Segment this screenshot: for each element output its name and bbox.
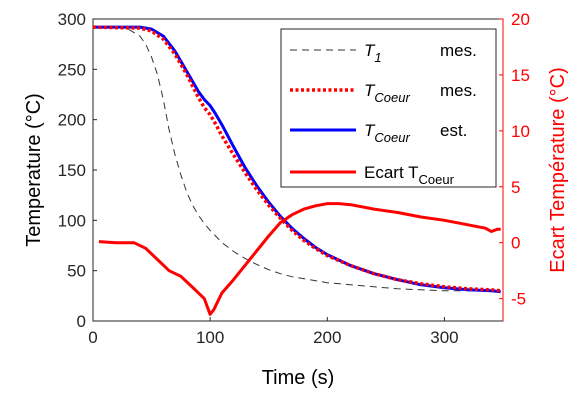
left-tick-label: 100 [58, 211, 86, 230]
left-tick-label: 250 [58, 60, 86, 79]
left-tick-label: 0 [77, 312, 86, 331]
legend-items: T1 mes.TCoeur mes.TCoeur est.Ecart TCoeur [290, 41, 477, 187]
legend-tail: est. [440, 121, 467, 140]
legend-sub: Coeur [374, 130, 410, 145]
series-line-1 [92, 25, 501, 293]
legend-main: T [364, 121, 376, 140]
left-axis-label: Temperature (°C) [23, 93, 45, 247]
series-layer [92, 25, 501, 316]
series-line-3 [98, 202, 501, 316]
legend-sub: Coeur [418, 172, 454, 187]
x-tick-label: 300 [430, 328, 458, 347]
right-tick-label: 10 [511, 122, 530, 141]
x-tick-label: 0 [88, 328, 97, 347]
legend-main: T [364, 41, 376, 60]
legend-main: T [364, 81, 376, 100]
right-tick-label: 5 [511, 178, 520, 197]
right-tick-label: 0 [511, 234, 520, 253]
legend-label: TCoeur [364, 121, 410, 145]
right-axis-ticks: -5 0 5 10 15 20 [499, 10, 530, 321]
x-axis-label: Time (s) [262, 367, 335, 389]
x-axis-ticks: 0 100 200 300 [88, 317, 459, 347]
left-axis-ticks: 0 50 100 150 200 250 300 [58, 10, 97, 331]
right-tick-label: 15 [511, 66, 530, 85]
right-axis-label: Ecart Température (°C) [547, 67, 569, 272]
x-tick-label: 100 [196, 328, 224, 347]
legend-tail: mes. [440, 81, 477, 100]
legend-sub: 1 [374, 50, 381, 65]
legend-label: Ecart TCoeur [364, 163, 455, 187]
legend: T1 mes.TCoeur mes.TCoeur est.Ecart TCoeur [280, 28, 497, 188]
series-line-0 [93, 26, 501, 292]
legend-label: T1 [364, 41, 382, 65]
left-tick-label: 200 [58, 111, 86, 130]
legend-main: Ecart T [364, 163, 418, 182]
legend-label: TCoeur [364, 81, 410, 105]
x-tick-label: 200 [313, 328, 341, 347]
right-tick-label: 20 [511, 10, 530, 29]
left-tick-label: 300 [58, 10, 86, 29]
legend-box [280, 28, 497, 188]
right-tick-label: -5 [511, 290, 526, 309]
legend-sub: Coeur [374, 90, 410, 105]
legend-tail: mes. [440, 41, 477, 60]
left-tick-label: 150 [58, 161, 86, 180]
left-tick-label: 50 [67, 262, 86, 281]
